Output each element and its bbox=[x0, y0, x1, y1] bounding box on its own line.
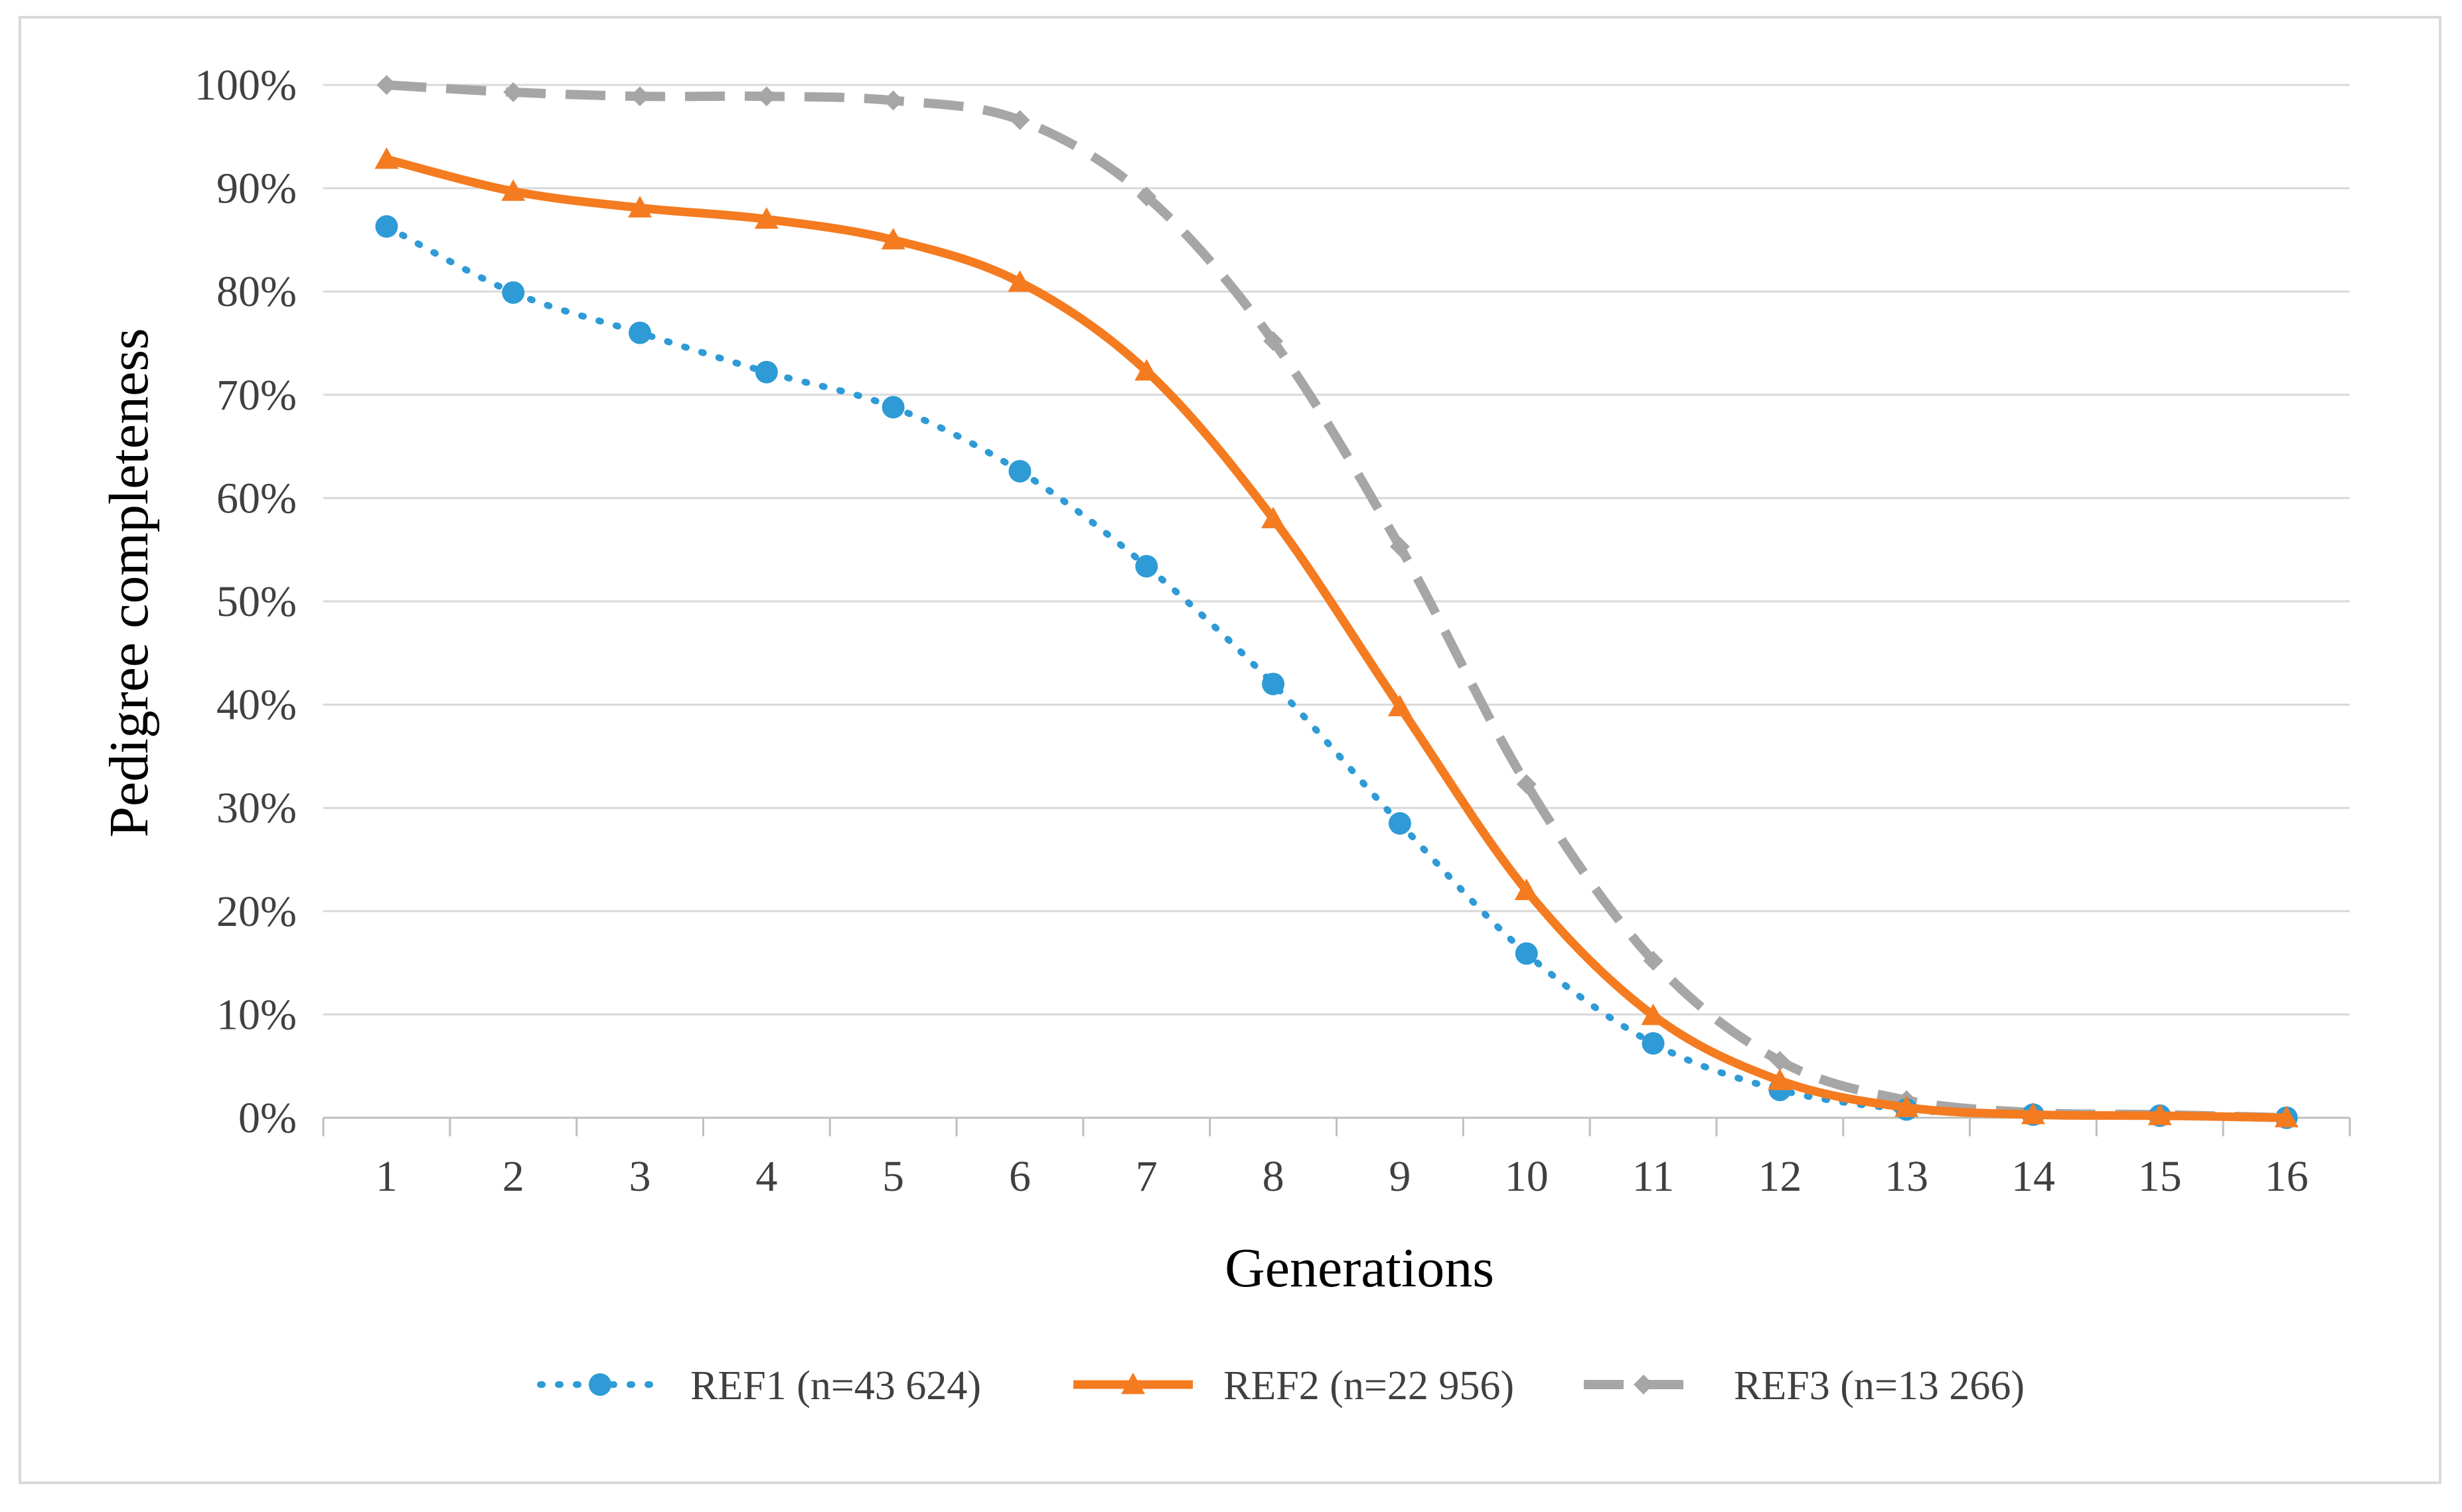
series-layer bbox=[374, 75, 2299, 1129]
data-point-marker bbox=[502, 281, 525, 304]
data-point-marker bbox=[1008, 459, 1032, 483]
x-tick-label: 11 bbox=[1632, 1152, 1675, 1201]
y-tick-label: 40% bbox=[216, 681, 297, 729]
data-point-marker bbox=[1010, 110, 1030, 130]
x-tick-label: 1 bbox=[376, 1152, 398, 1201]
gridlines bbox=[323, 84, 2350, 1016]
data-point-marker bbox=[1515, 942, 1538, 965]
data-point-marker bbox=[1634, 1375, 1654, 1395]
y-tick-label: 20% bbox=[216, 887, 297, 936]
data-point-marker bbox=[1262, 672, 1285, 696]
data-point-marker bbox=[374, 147, 399, 169]
data-point-marker bbox=[629, 321, 652, 344]
data-point-marker bbox=[501, 179, 526, 201]
data-point-marker bbox=[755, 360, 778, 384]
data-point-marker bbox=[1136, 187, 1157, 207]
legend-label: REF3 (n=13 266) bbox=[1734, 1363, 2025, 1408]
x-tick-label: 3 bbox=[629, 1152, 651, 1201]
data-point-marker bbox=[1894, 1095, 1919, 1117]
x-tick-label: 9 bbox=[1389, 1152, 1411, 1201]
data-point-marker bbox=[503, 82, 524, 102]
data-point-marker bbox=[1642, 1031, 1665, 1055]
x-axis-title: Generations bbox=[1225, 1237, 1494, 1299]
x-tick-label: 2 bbox=[502, 1152, 524, 1201]
y-tick-label: 90% bbox=[216, 165, 297, 213]
y-axis-title: Pedigree completeness bbox=[98, 328, 160, 837]
x-tick-label: 10 bbox=[1505, 1152, 1549, 1201]
data-point-marker bbox=[2021, 1102, 2045, 1124]
data-point-marker bbox=[1387, 694, 1412, 717]
data-point-marker bbox=[1516, 774, 1537, 794]
x-tick-label: 16 bbox=[2265, 1152, 2309, 1201]
data-point-marker bbox=[1514, 878, 1539, 901]
data-point-marker bbox=[589, 1373, 611, 1396]
data-point-marker bbox=[628, 196, 653, 218]
data-point-marker bbox=[754, 207, 779, 229]
x-tick-label: 13 bbox=[1885, 1152, 1928, 1201]
x-tick-label: 6 bbox=[1009, 1152, 1031, 1201]
x-tick-label: 7 bbox=[1136, 1152, 1158, 1201]
y-tick-label: 0% bbox=[238, 1094, 297, 1142]
x-tick-label: 4 bbox=[755, 1152, 777, 1201]
x-tick-label: 15 bbox=[2138, 1152, 2182, 1201]
y-tick-label: 100% bbox=[194, 61, 297, 110]
x-axis: 1 2 3 4 5 6 7 8 9 10 11 12 13 14 15 16 bbox=[322, 1116, 2351, 1201]
y-axis-ticks: 0% 10% 20% 30% 40% 50% 60% 70% 80% 90% 100% bbox=[194, 61, 297, 1142]
data-point-marker bbox=[1263, 331, 1284, 351]
data-point-marker bbox=[881, 228, 905, 250]
legend: REF1 (n=43 624) REF2 (n=22 956) REF3 (n=13… bbox=[537, 1363, 2025, 1408]
data-point-marker bbox=[882, 396, 905, 419]
data-point-marker bbox=[1643, 950, 1663, 971]
data-point-marker bbox=[375, 215, 398, 238]
data-point-marker bbox=[1008, 270, 1032, 292]
data-point-marker bbox=[883, 90, 903, 111]
y-tick-label: 60% bbox=[216, 474, 297, 522]
legend-item-3: REF3 (n=13 266) bbox=[1584, 1363, 2025, 1408]
y-tick-label: 70% bbox=[216, 371, 297, 419]
y-tick-label: 50% bbox=[216, 577, 297, 626]
data-point-marker bbox=[2147, 1103, 2172, 1126]
data-point-marker bbox=[1768, 1068, 1792, 1091]
data-point-marker bbox=[2274, 1106, 2299, 1128]
x-tick-label: 12 bbox=[1758, 1152, 1802, 1201]
legend-item-2: REF2 (n=22 956) bbox=[1073, 1363, 1514, 1408]
series-line bbox=[385, 155, 2287, 1122]
data-point-marker bbox=[630, 86, 651, 107]
series-1 bbox=[375, 215, 2298, 1129]
data-point-marker bbox=[1134, 359, 1159, 381]
y-tick-label: 30% bbox=[216, 784, 297, 832]
data-point-marker bbox=[1261, 506, 1286, 528]
data-point-marker bbox=[1121, 1373, 1145, 1395]
series-line bbox=[386, 80, 2287, 1122]
legend-item-1: REF1 (n=43 624) bbox=[537, 1363, 981, 1408]
x-tick-label: 5 bbox=[882, 1152, 904, 1201]
y-tick-label: 10% bbox=[216, 990, 297, 1039]
legend-label: REF2 (n=22 956) bbox=[1223, 1363, 1514, 1408]
data-point-marker bbox=[1770, 1051, 1790, 1071]
legend-label: REF1 (n=43 624) bbox=[690, 1363, 981, 1408]
data-point-marker bbox=[1389, 536, 1410, 557]
data-point-marker bbox=[1388, 812, 1411, 835]
data-point-marker bbox=[1135, 555, 1158, 578]
data-point-marker bbox=[1641, 1003, 1665, 1025]
x-tick-label: 14 bbox=[2011, 1152, 2055, 1201]
data-point-marker bbox=[756, 86, 777, 107]
data-point-marker bbox=[376, 75, 397, 95]
x-tick-label: 8 bbox=[1263, 1152, 1284, 1201]
series-2 bbox=[374, 147, 2299, 1128]
y-tick-label: 80% bbox=[216, 267, 297, 316]
series-line bbox=[383, 223, 2290, 1121]
